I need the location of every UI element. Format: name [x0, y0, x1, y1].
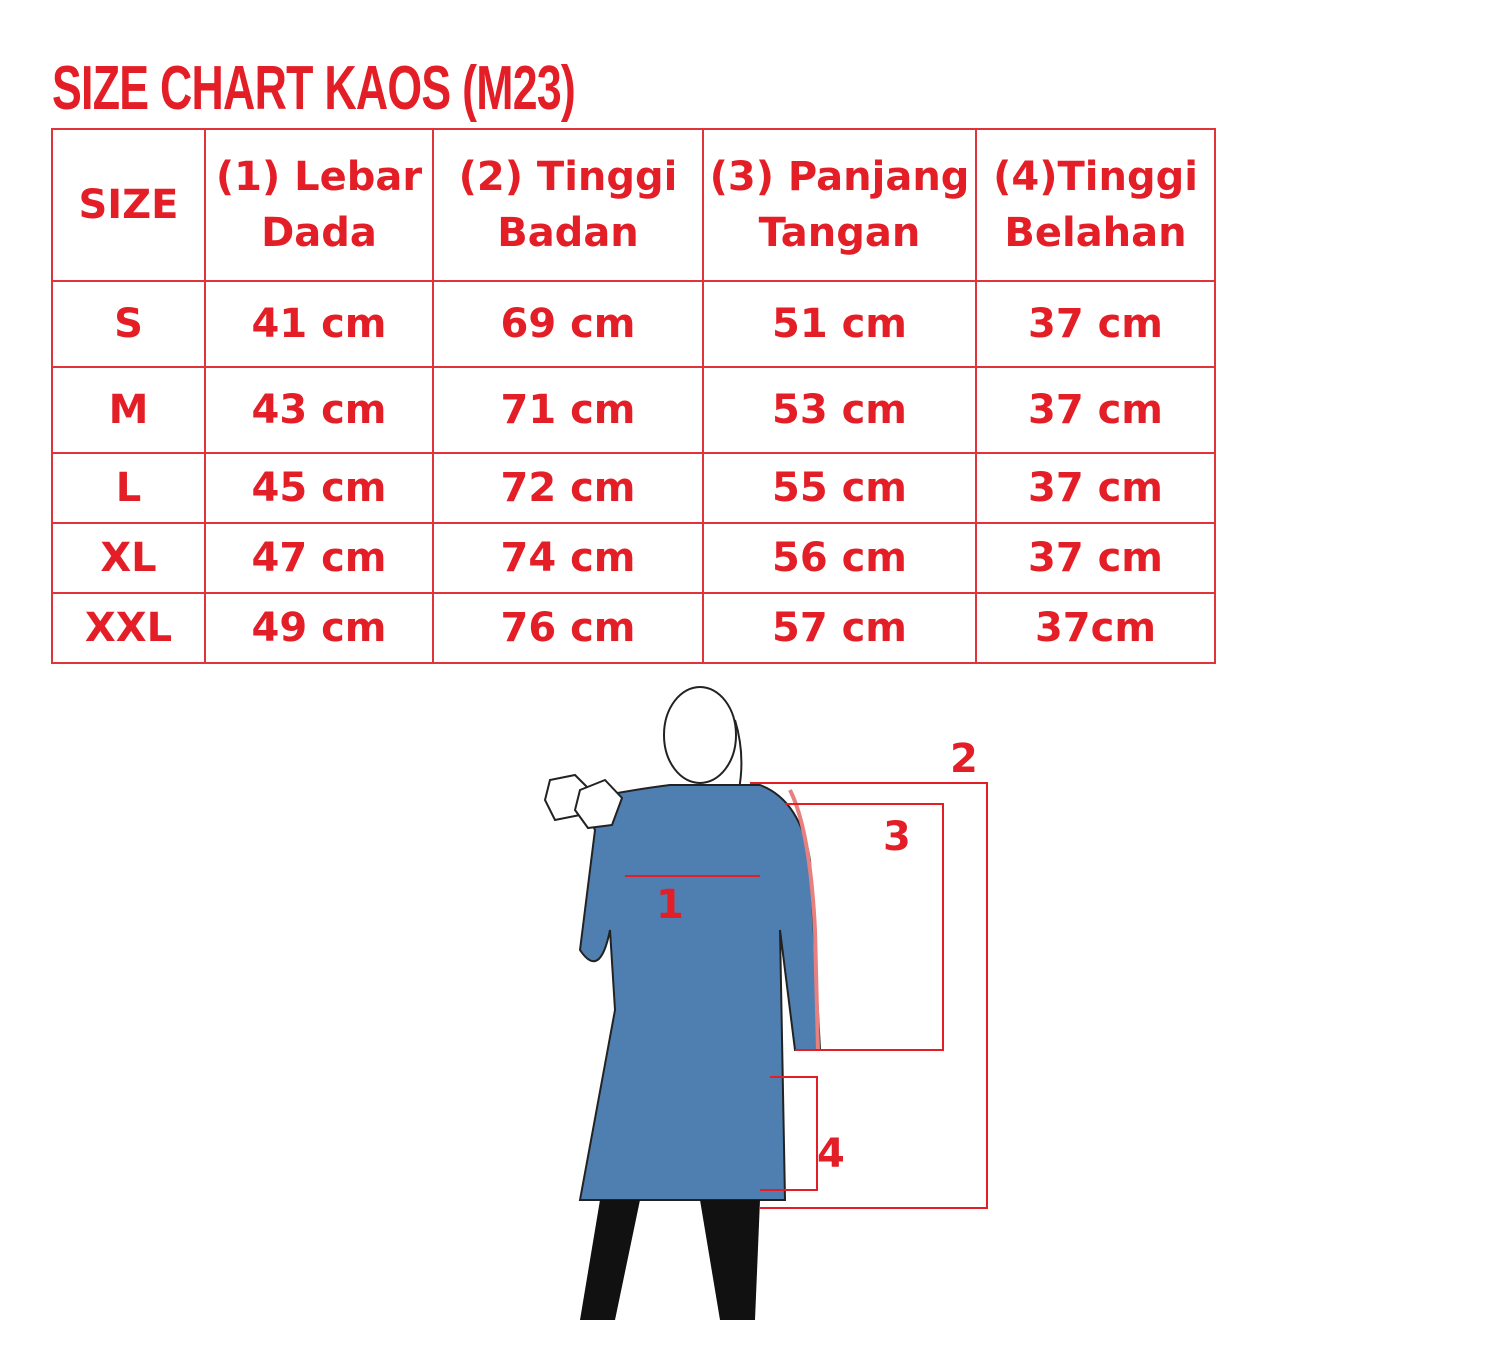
- measurement-cell: 53 cm: [702, 366, 977, 454]
- size-cell: S: [51, 280, 206, 368]
- size-cell: XL: [51, 522, 206, 594]
- measurement-cell: 72 cm: [432, 452, 704, 524]
- header-tinggi-belahan: (4)Tinggi Belahan: [975, 128, 1216, 282]
- header-text: Tangan: [758, 210, 921, 256]
- header-text: (1) Lebar: [215, 154, 423, 200]
- table-row: M 43 cm 71 cm 53 cm 37 cm: [51, 366, 1216, 454]
- measurement-cell: 76 cm: [432, 592, 704, 664]
- page-title: SIZE CHART KAOS (M23): [52, 54, 576, 123]
- header-text: Belahan: [1004, 210, 1187, 256]
- figure-drawing: [543, 686, 822, 1320]
- header-text: Badan: [497, 210, 639, 256]
- measurement-cell: 37 cm: [975, 522, 1216, 594]
- measurement-cell: 51 cm: [702, 280, 977, 368]
- table-row: L 45 cm 72 cm 55 cm 37 cm: [51, 452, 1216, 524]
- measurement-cell: 74 cm: [432, 522, 704, 594]
- measurement-cell: 37 cm: [975, 280, 1216, 368]
- measurement-cell: 45 cm: [204, 452, 434, 524]
- label-1: 1: [656, 882, 684, 928]
- measurement-cell: 37 cm: [975, 366, 1216, 454]
- measurement-lines: [625, 782, 988, 1209]
- measurement-cell: 71 cm: [432, 366, 704, 454]
- measurement-illustration: 1 2 3 4: [543, 686, 988, 1320]
- measurement-cell: 43 cm: [204, 366, 434, 454]
- measurement-cell: 57 cm: [702, 592, 977, 664]
- measurement-cell: 55 cm: [702, 452, 977, 524]
- label-4: 4: [817, 1131, 845, 1177]
- header-text: (2) Tinggi: [458, 154, 678, 200]
- size-cell: XXL: [51, 592, 206, 664]
- label-2: 2: [950, 736, 978, 782]
- label-3: 3: [883, 814, 911, 860]
- measurement-cell: 41 cm: [204, 280, 434, 368]
- header-panjang-tangan: (3) Panjang Tangan: [702, 128, 977, 282]
- table-row: S 41 cm 69 cm 51 cm 37 cm: [51, 280, 1216, 368]
- header-tinggi-badan: (2) Tinggi Badan: [432, 128, 704, 282]
- header-text: Dada: [261, 210, 377, 256]
- measurement-cell: 69 cm: [432, 280, 704, 368]
- measurement-cell: 56 cm: [702, 522, 977, 594]
- header-lebar-dada: (1) Lebar Dada: [204, 128, 434, 282]
- header-text: SIZE: [78, 182, 179, 228]
- header-row: SIZE (1) Lebar Dada (2) Tinggi Badan (3) P…: [51, 128, 1216, 282]
- measurement-cell: 49 cm: [204, 592, 434, 664]
- measurement-cell: 47 cm: [204, 522, 434, 594]
- measurement-cell: 37 cm: [975, 452, 1216, 524]
- header-size: SIZE: [51, 128, 206, 282]
- size-table: SIZE (1) Lebar Dada (2) Tinggi Badan (3) P…: [51, 128, 1216, 664]
- measurement-cell: 37cm: [975, 592, 1216, 664]
- table-row: XXL 49 cm 76 cm 57 cm 37cm: [51, 592, 1216, 664]
- table-row: XL 47 cm 74 cm 56 cm 37 cm: [51, 522, 1216, 594]
- size-cell: L: [51, 452, 206, 524]
- header-text: (4)Tinggi: [993, 154, 1198, 200]
- header-text: (3) Panjang: [709, 154, 970, 200]
- size-cell: M: [51, 366, 206, 454]
